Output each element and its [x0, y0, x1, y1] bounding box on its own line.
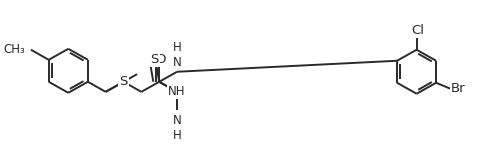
Text: N
H: N H: [172, 114, 182, 142]
Text: S: S: [150, 54, 158, 66]
Text: S: S: [120, 75, 128, 88]
Text: Cl: Cl: [411, 24, 424, 37]
Text: Br: Br: [451, 82, 466, 95]
Text: NH: NH: [168, 85, 186, 98]
Text: H
N: H N: [172, 41, 182, 69]
Text: CH₃: CH₃: [4, 43, 25, 56]
Text: O: O: [155, 54, 166, 66]
